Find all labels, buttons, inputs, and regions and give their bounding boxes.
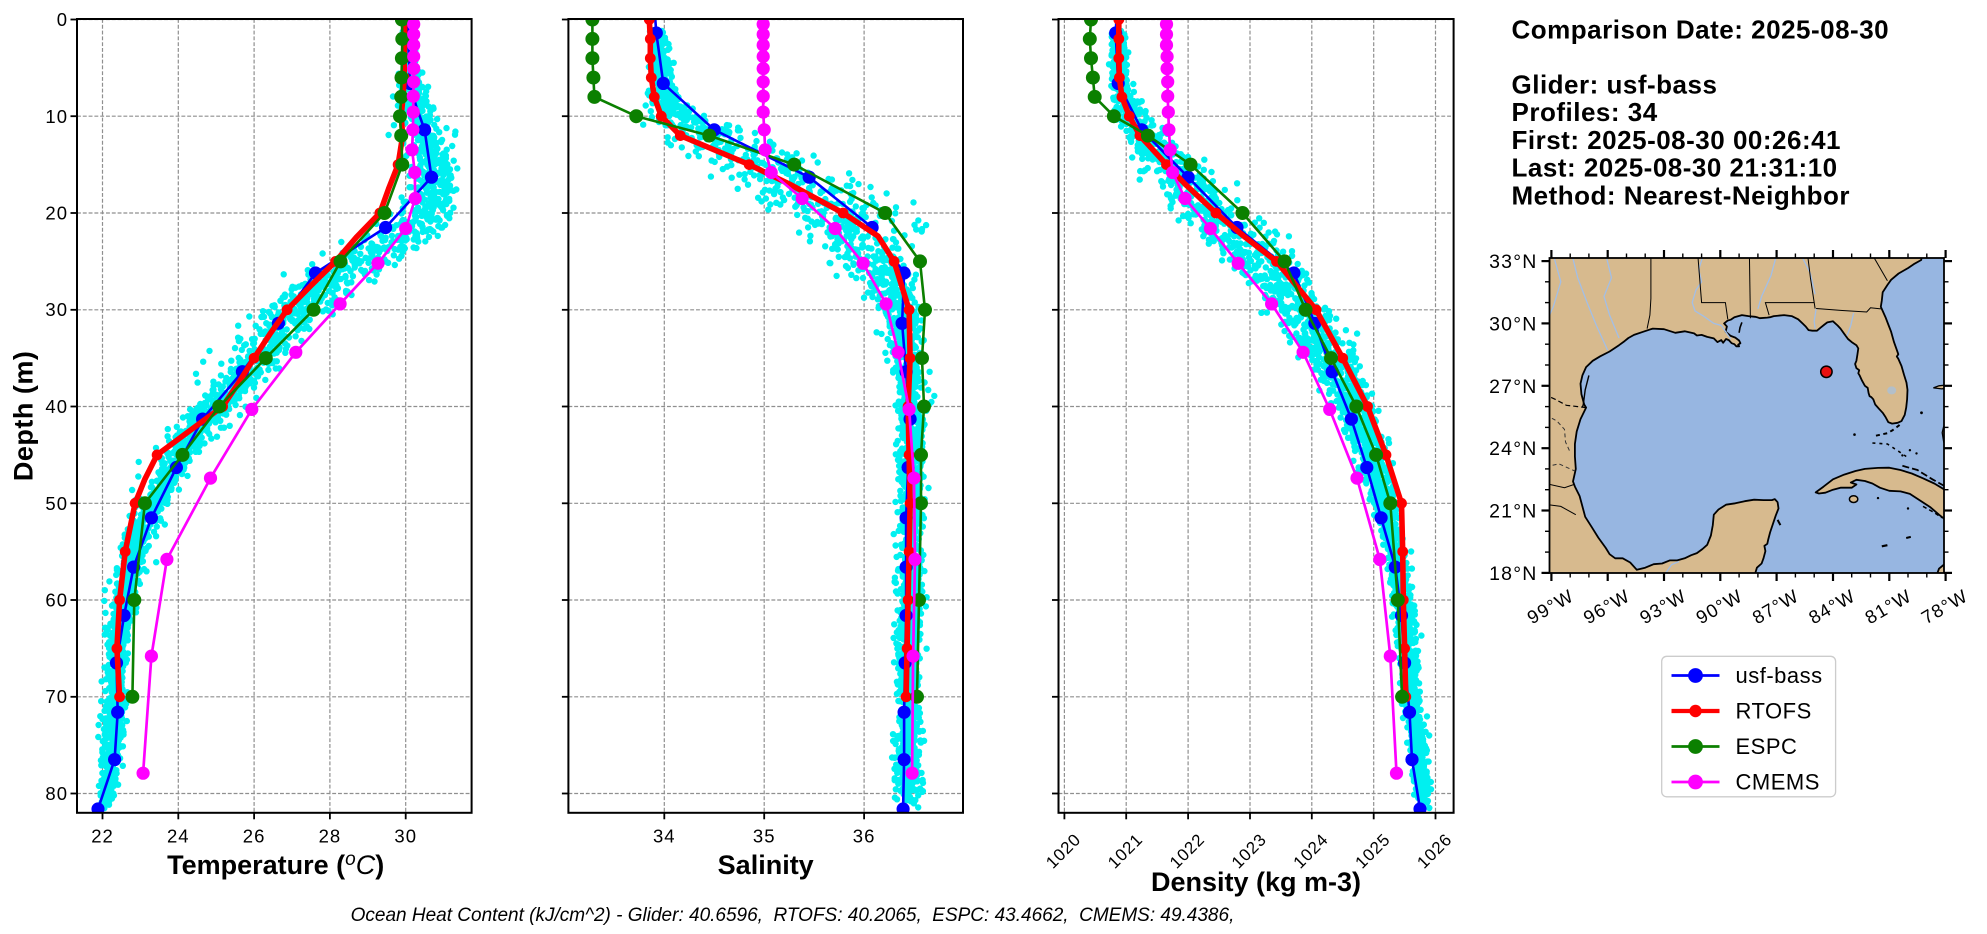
svg-text:Profiles: 34: Profiles: 34 xyxy=(1512,97,1658,127)
svg-text:60: 60 xyxy=(45,590,68,611)
svg-text:30: 30 xyxy=(394,826,417,847)
svg-text:First: 2025-08-30 00:26:41: First: 2025-08-30 00:26:41 xyxy=(1512,125,1842,155)
svg-text:usf-bass: usf-bass xyxy=(1736,663,1823,688)
svg-text:24: 24 xyxy=(167,826,190,847)
svg-text:30: 30 xyxy=(45,299,68,320)
svg-text:34: 34 xyxy=(653,826,676,847)
svg-text:22: 22 xyxy=(91,826,114,847)
svg-text:18°N: 18°N xyxy=(1489,563,1537,585)
svg-text:Depth (m): Depth (m) xyxy=(9,351,39,481)
svg-text:Method: Nearest-Neighbor: Method: Nearest-Neighbor xyxy=(1512,180,1850,210)
svg-text:10: 10 xyxy=(45,106,68,127)
svg-text:26: 26 xyxy=(243,826,266,847)
svg-text:33°N: 33°N xyxy=(1489,251,1537,273)
svg-text:Glider: usf-bass: Glider: usf-bass xyxy=(1512,70,1718,100)
svg-text:21°N: 21°N xyxy=(1489,501,1537,523)
svg-text:Ocean Heat Content (kJ/cm^2) -: Ocean Heat Content (kJ/cm^2) - Glider: 4… xyxy=(351,905,1235,926)
svg-text:ESPC: ESPC xyxy=(1736,734,1798,759)
svg-text:27°N: 27°N xyxy=(1489,376,1537,398)
svg-text:30°N: 30°N xyxy=(1489,313,1537,335)
svg-text:28: 28 xyxy=(319,826,342,847)
svg-text:20: 20 xyxy=(45,203,68,224)
svg-text:RTOFS: RTOFS xyxy=(1736,699,1812,724)
svg-text:50: 50 xyxy=(45,493,68,514)
svg-text:35: 35 xyxy=(753,826,776,847)
svg-text:70: 70 xyxy=(45,686,68,707)
svg-text:Last: 2025-08-30 21:31:10: Last: 2025-08-30 21:31:10 xyxy=(1512,153,1838,183)
svg-text:Density (kg m-3): Density (kg m-3) xyxy=(1151,867,1361,897)
svg-text:Comparison Date: 2025-08-30: Comparison Date: 2025-08-30 xyxy=(1512,15,1890,45)
svg-text:40: 40 xyxy=(45,396,68,417)
svg-text:0: 0 xyxy=(57,9,68,30)
svg-text:24°N: 24°N xyxy=(1489,438,1537,460)
svg-text:80: 80 xyxy=(45,783,68,804)
svg-text:36: 36 xyxy=(853,826,876,847)
svg-text:CMEMS: CMEMS xyxy=(1736,770,1820,795)
svg-text:Salinity: Salinity xyxy=(718,850,814,880)
